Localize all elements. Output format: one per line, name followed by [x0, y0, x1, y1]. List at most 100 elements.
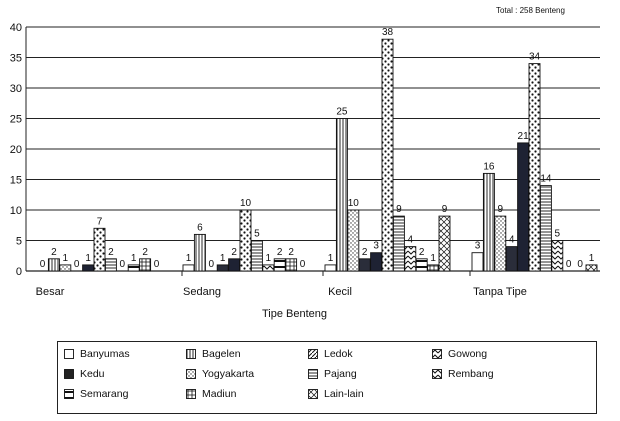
bar-yogyakarta-besar — [59, 264, 72, 272]
y-tick-label: 0 — [16, 266, 22, 278]
data-label: 3 — [373, 241, 379, 252]
data-label: 0 — [209, 259, 215, 270]
y-tick-label: 5 — [16, 236, 22, 248]
data-label: 14 — [540, 174, 552, 185]
bar-rembang-kecil — [404, 246, 417, 272]
legend-swatch — [186, 349, 196, 359]
data-label: 9 — [396, 204, 402, 215]
data-label: 3 — [475, 241, 481, 252]
total-label: Total : 258 Benteng — [496, 6, 565, 15]
legend-item-bagelen: Bagelen — [186, 347, 241, 361]
data-label: 9 — [498, 204, 504, 215]
y-tick-label: 30 — [10, 83, 22, 95]
bar-semarang-kecil — [415, 258, 428, 272]
bar-madiun-besar — [139, 258, 152, 272]
legend-swatch — [64, 389, 74, 399]
x-axis-label: Tipe Benteng — [262, 308, 328, 320]
legend-swatch — [308, 349, 318, 359]
legend-item-gowong: Gowong — [432, 347, 487, 361]
data-label: 2 — [108, 247, 114, 258]
legend: Banyumas Bagelen Ledok Gowong Kedu Yogyakarta… — [57, 341, 597, 414]
data-label: 0 — [154, 259, 160, 270]
legend-item-ledok: Ledok — [308, 347, 353, 361]
legend-swatch — [186, 389, 196, 399]
bar-gowong-kecil — [370, 252, 383, 272]
data-label: 1 — [131, 253, 137, 264]
legend-swatch — [308, 389, 318, 399]
legend-label: Pajang — [324, 368, 357, 380]
data-label: 1 — [328, 253, 334, 264]
legend-item-lain-lain: Lain-lain — [308, 387, 364, 401]
legend-label: Gowong — [448, 348, 488, 360]
data-label: 0 — [74, 259, 80, 270]
bar-ledok-sedang — [239, 209, 252, 272]
legend-label: Bagelen — [202, 348, 241, 360]
data-label: 2 — [51, 247, 57, 258]
y-tick-label: 40 — [10, 22, 22, 34]
bar-gowong-tanpa-tipe — [517, 142, 530, 272]
data-label: 1 — [63, 253, 69, 264]
data-label: 0 — [300, 259, 306, 270]
data-label: 2 — [231, 247, 237, 258]
data-label: 1 — [220, 253, 226, 264]
category-label: Kecil — [328, 286, 352, 298]
legend-swatch — [186, 369, 196, 379]
legend-label: Madiun — [202, 388, 237, 400]
y-tick-label: 25 — [10, 114, 22, 126]
data-label: 1 — [85, 253, 91, 264]
data-label: 1 — [589, 253, 595, 264]
bar-banyumas-tanpa-tipe — [471, 252, 484, 272]
bar-bagelen-besar — [47, 258, 60, 272]
data-label: 34 — [529, 52, 541, 63]
category-label: Sedang — [183, 286, 221, 298]
data-label: 10 — [240, 198, 252, 209]
y-tick-label: 15 — [10, 175, 22, 187]
data-label: 21 — [518, 131, 530, 142]
y-tick-label: 35 — [10, 53, 22, 65]
bar-gowong-besar — [82, 264, 95, 272]
bar-bagelen-kecil — [335, 118, 348, 272]
data-label: 2 — [142, 247, 148, 258]
bar-ledok-besar — [93, 227, 106, 272]
bar-bagelen-tanpa-tipe — [482, 172, 495, 272]
y-tick-label: 10 — [10, 205, 22, 217]
data-label: 0 — [120, 259, 126, 270]
data-label: 16 — [483, 161, 495, 172]
bar-yogyakarta-tanpa-tipe — [494, 215, 507, 272]
bar-madiun-sedang — [285, 258, 298, 272]
data-label: 2 — [419, 247, 425, 258]
bar-kedu-kecil — [358, 258, 371, 272]
legend-label: Rembang — [448, 368, 494, 380]
bar-ledok-tanpa-tipe — [528, 63, 541, 272]
legend-item-madiun: Madiun — [186, 387, 236, 401]
data-label: 7 — [97, 216, 103, 227]
legend-swatch — [432, 349, 442, 359]
legend-item-yogyakarta: Yogyakarta — [186, 367, 254, 381]
bar-gowong-sedang — [228, 258, 241, 272]
data-label: 2 — [288, 247, 294, 258]
data-label: 0 — [40, 259, 46, 270]
legend-label: Ledok — [324, 348, 353, 360]
legend-label: Lain-lain — [324, 388, 364, 400]
data-label: 1 — [266, 253, 272, 264]
bar-lain-lain-tanpa-tipe — [585, 264, 598, 272]
bar-semarang-besar — [127, 264, 140, 272]
bar-kedu-sedang — [216, 264, 229, 272]
legend-swatch — [308, 369, 318, 379]
bar-pajang-tanpa-tipe — [539, 185, 552, 272]
legend-item-kedu: Kedu — [64, 367, 105, 381]
bar-yogyakarta-kecil — [347, 209, 360, 272]
legend-item-banyumas: Banyumas — [64, 347, 130, 361]
data-label: 6 — [197, 222, 203, 233]
bar-pajang-sedang — [250, 240, 263, 272]
legend-label: Banyumas — [80, 348, 130, 360]
data-label: 25 — [336, 107, 348, 118]
bar-rembang-tanpa-tipe — [551, 240, 564, 272]
legend-item-pajang: Pajang — [308, 367, 357, 381]
legend-label: Yogyakarta — [202, 368, 255, 380]
bar-semarang-sedang — [273, 258, 286, 272]
bar-madiun-kecil — [427, 264, 440, 272]
data-label: 5 — [254, 229, 260, 240]
data-label: 10 — [348, 198, 360, 209]
bar-ledok-kecil — [381, 38, 394, 272]
